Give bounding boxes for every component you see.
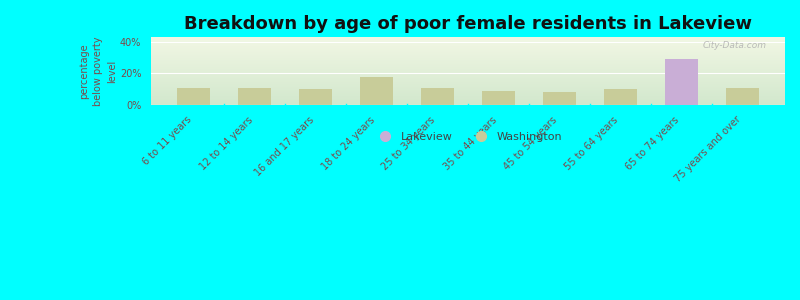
Bar bbox=[482, 91, 515, 105]
Bar bbox=[604, 89, 637, 105]
Bar bbox=[726, 88, 759, 105]
Bar bbox=[665, 59, 698, 105]
Bar bbox=[360, 76, 394, 105]
Text: City-Data.com: City-Data.com bbox=[702, 41, 766, 50]
Y-axis label: percentage
below poverty
level: percentage below poverty level bbox=[79, 36, 117, 106]
Bar bbox=[177, 88, 210, 105]
Bar bbox=[542, 92, 576, 105]
Bar bbox=[665, 91, 698, 105]
Legend: Lakeview, Washington: Lakeview, Washington bbox=[370, 128, 566, 147]
Bar bbox=[238, 88, 271, 105]
Bar bbox=[299, 89, 332, 105]
Title: Breakdown by age of poor female residents in Lakeview: Breakdown by age of poor female resident… bbox=[184, 15, 752, 33]
Bar bbox=[421, 88, 454, 105]
